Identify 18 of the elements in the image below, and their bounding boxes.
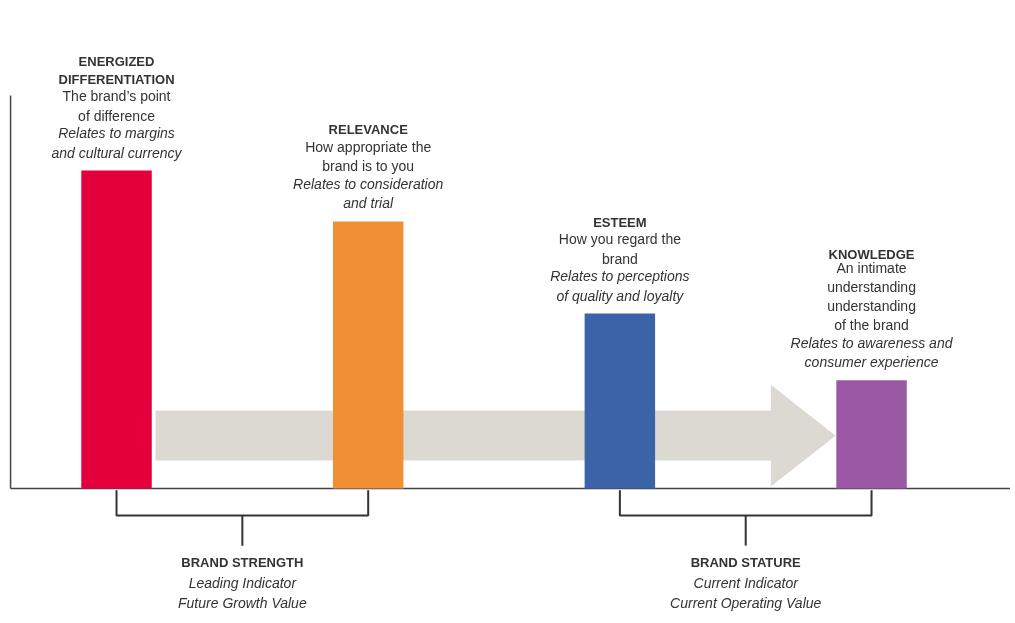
text: The brand’s point of difference [62, 88, 171, 124]
text: Leading Indicator Future Growth Value [178, 575, 307, 612]
text: RELEVANCE [328, 122, 409, 138]
annotation: Relates to consideration and trial [293, 176, 444, 212]
bar [836, 380, 907, 489]
annotation: Relates to awareness and consumer experience [790, 335, 954, 371]
text: Current Indicator Current Operating Value [670, 575, 822, 612]
bar [332, 221, 404, 489]
bar [81, 170, 152, 489]
annotation: How you regard the brand [558, 231, 682, 267]
text: BRAND STATURE [690, 555, 802, 571]
bar [584, 313, 656, 489]
text: BRAND STRENGTH [181, 555, 304, 571]
text: Relates to margins and cultural currency [51, 125, 183, 161]
annotation: Relates to perceptions of quality and loyalty [550, 268, 690, 304]
annotation: How appropriate the brand is to you [305, 139, 432, 175]
annotation: ESTEEM [593, 214, 647, 230]
text: ENERGIZED DIFFERENTIATION [58, 53, 175, 87]
